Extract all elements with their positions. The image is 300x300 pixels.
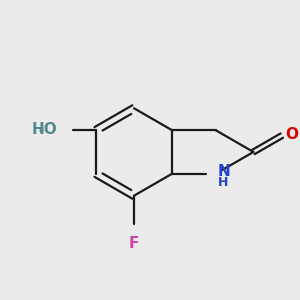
Text: N: N [218,164,230,179]
Text: H: H [218,176,228,189]
Text: O: O [285,127,298,142]
Text: F: F [129,236,139,251]
Text: HO: HO [31,122,57,136]
